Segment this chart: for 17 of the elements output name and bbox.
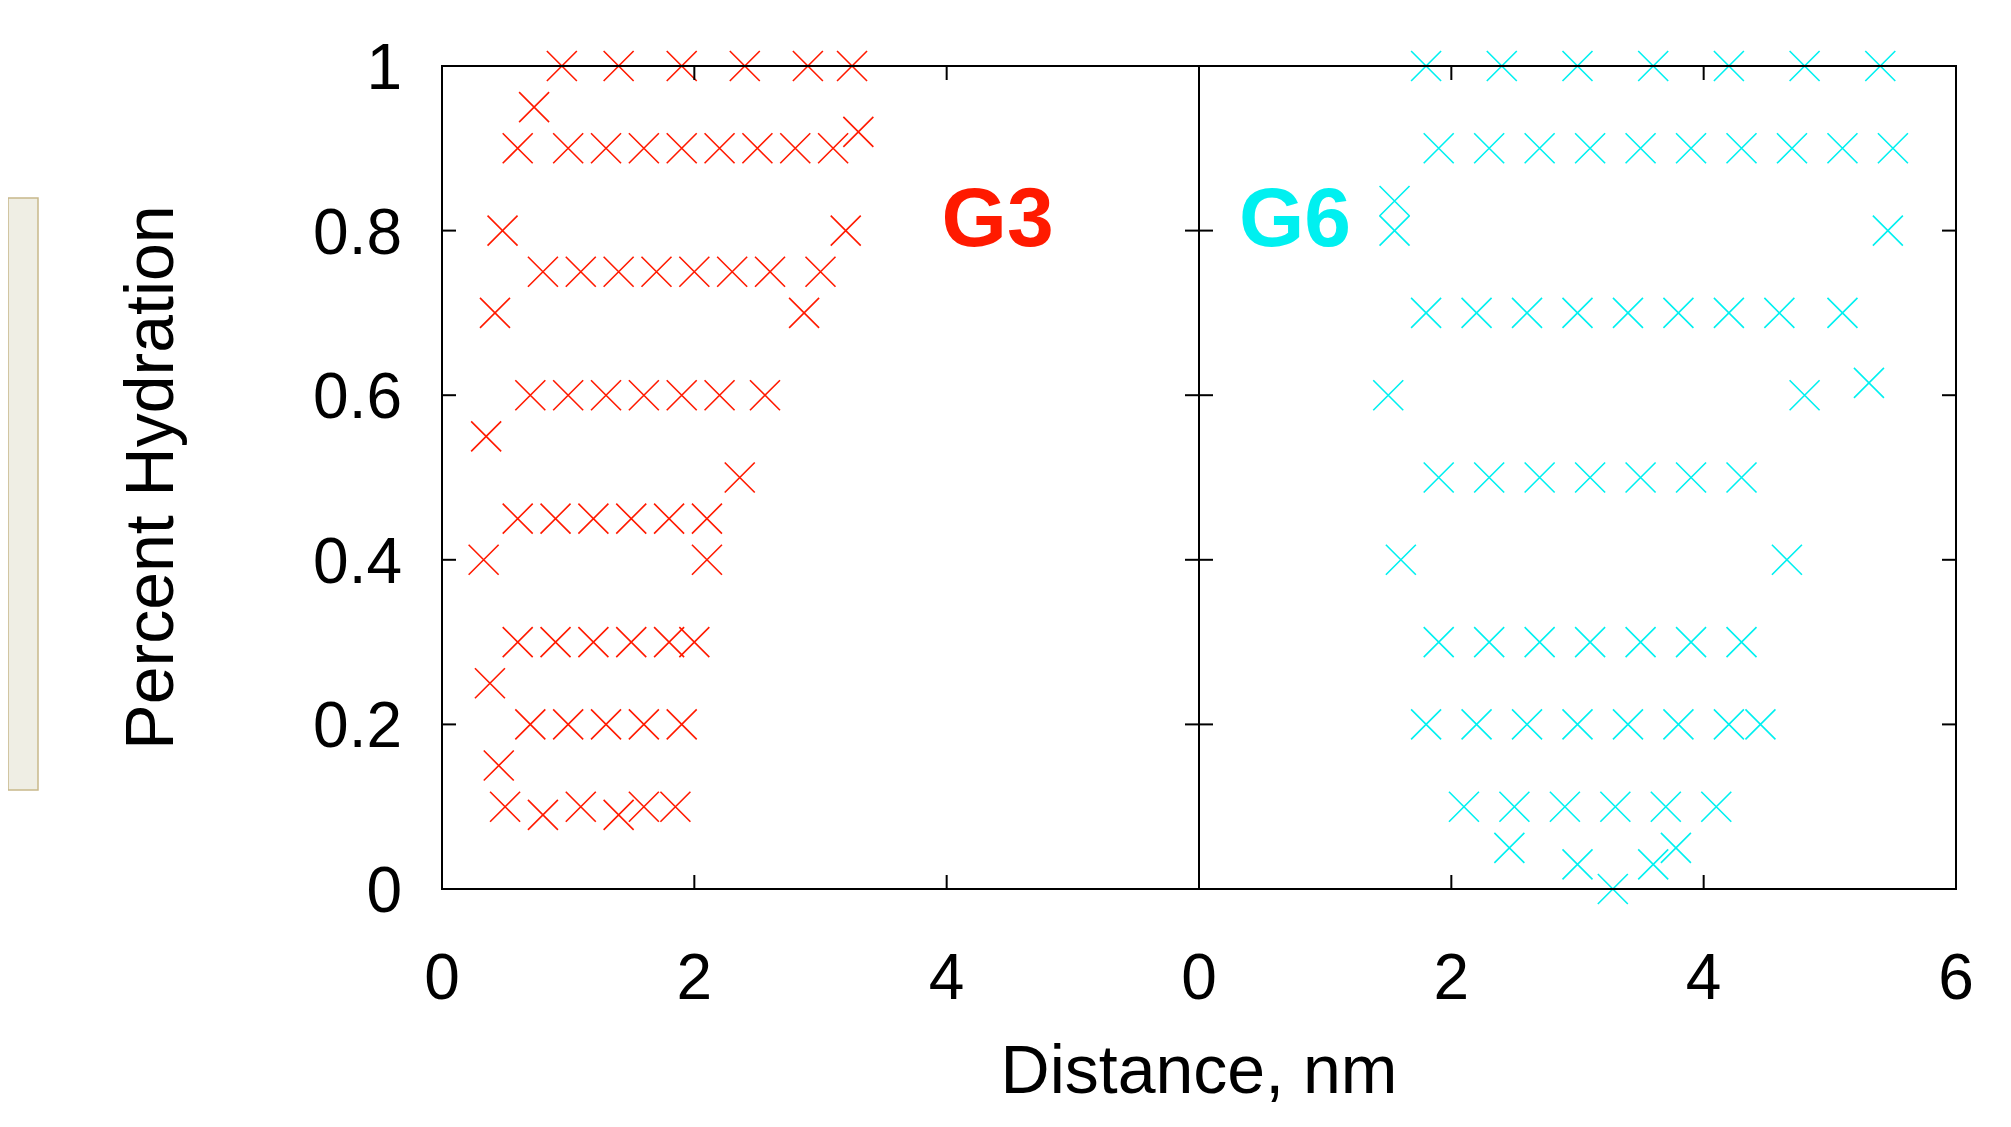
y-tick-label: 0.2 [313, 689, 402, 762]
x-tick-label: 0 [424, 941, 460, 1013]
y-tick-label: 0.6 [313, 360, 402, 433]
x-axis-title: Distance, nm [1000, 1031, 1398, 1107]
y-tick-label: 1 [366, 31, 402, 104]
series-label: G3 [941, 170, 1054, 264]
series-label: G6 [1239, 170, 1352, 264]
x-tick-label: 4 [928, 941, 965, 1013]
y-tick-label: 0 [366, 854, 402, 927]
x-tick-label: 2 [676, 941, 713, 1013]
y-tick-label: 0.8 [313, 195, 402, 268]
x-tick-label: 2 [1433, 941, 1470, 1013]
y-axis-title: Percent Hydration [111, 205, 187, 750]
x-tick-label: 0 [1181, 941, 1217, 1013]
x-tick-label: 6 [1938, 941, 1974, 1013]
x-tick-label: 4 [1685, 941, 1722, 1013]
y-tick-label: 0.4 [313, 524, 402, 597]
